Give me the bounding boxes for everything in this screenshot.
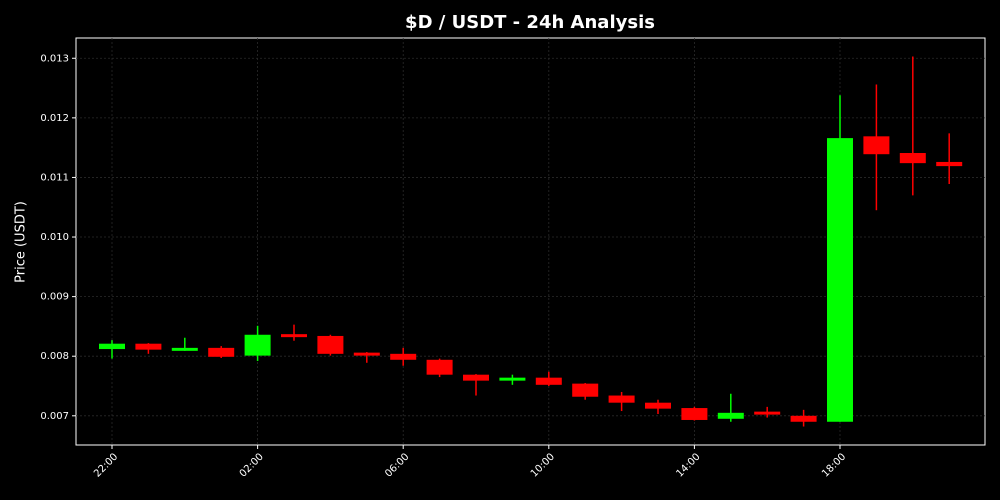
candle-body <box>463 374 489 381</box>
y-tick-label: 0.010 <box>40 232 69 243</box>
x-tick-label: 06:00 <box>383 451 411 479</box>
candle-body <box>754 411 781 415</box>
candle-body <box>244 334 271 356</box>
y-tick-label: 0.009 <box>40 292 69 303</box>
candle-body <box>863 136 890 155</box>
candle-body <box>353 352 380 356</box>
y-axis-label: Price (USDT) <box>14 201 29 283</box>
candle-body <box>171 347 198 351</box>
candle-body <box>681 408 708 420</box>
x-tick-label: 18:00 <box>820 451 848 479</box>
chart-title: $D / USDT - 24h Analysis <box>405 12 655 33</box>
x-tick-label: 22:00 <box>92 451 120 479</box>
candle-body <box>135 343 162 350</box>
candle-body <box>936 161 963 167</box>
candle-body <box>790 415 817 422</box>
candle-body <box>827 138 853 422</box>
candle-body <box>608 395 635 403</box>
candle-body <box>208 347 235 357</box>
candle-body <box>572 383 599 397</box>
plot-frame <box>75 37 986 446</box>
y-tick-label: 0.013 <box>40 53 69 64</box>
candle-body <box>281 334 307 338</box>
candle-body <box>99 343 125 350</box>
x-tick-label: 14:00 <box>674 451 702 479</box>
x-tick-label: 02:00 <box>238 451 266 479</box>
candle-body <box>717 412 744 419</box>
candle-body <box>390 353 417 360</box>
candle-body <box>535 377 562 385</box>
y-tick-label: 0.008 <box>40 351 69 362</box>
candle-body <box>645 402 671 409</box>
y-tick-label: 0.011 <box>40 172 69 183</box>
candle-body <box>899 153 926 164</box>
candle-body <box>499 377 526 381</box>
y-tick-label: 0.007 <box>40 411 69 422</box>
candle-body <box>317 335 344 354</box>
y-tick-label: 0.012 <box>40 113 69 124</box>
candle-body <box>426 359 453 375</box>
x-tick-label: 10:00 <box>529 451 557 479</box>
